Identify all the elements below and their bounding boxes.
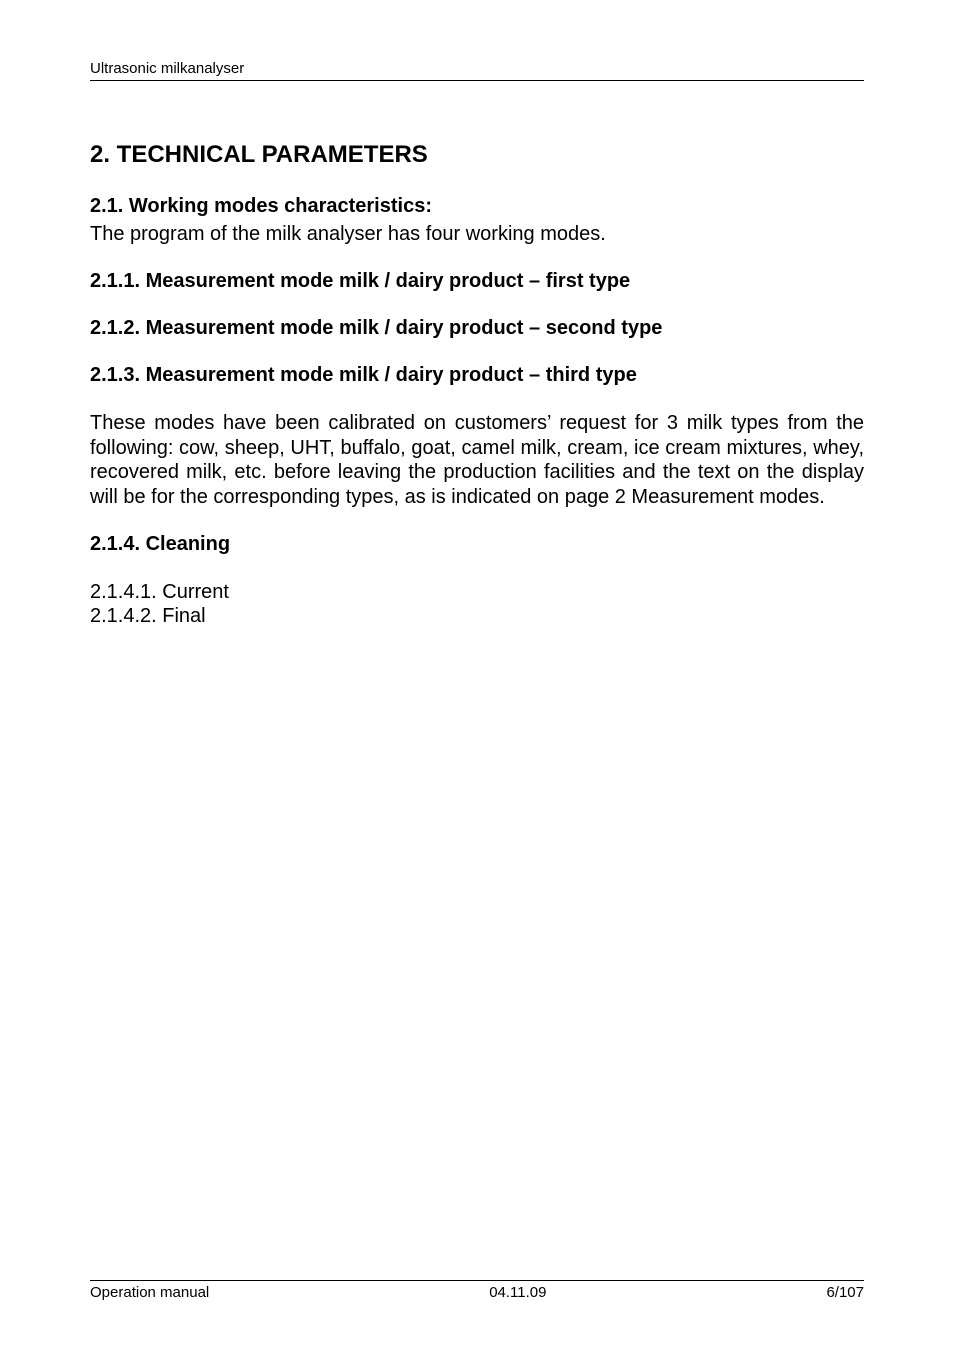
footer: Operation manual 04.11.09 6/107	[90, 1280, 864, 1301]
section-title: 2. TECHNICAL PARAMETERS	[90, 141, 864, 169]
section-2-1-1: 2.1.1. Measurement mode milk / dairy pro…	[90, 270, 864, 293]
heading-2-1: 2.1. Working modes characteristics:	[90, 195, 864, 218]
item-2-1-4-1: 2.1.4.1. Current	[90, 580, 864, 604]
heading-2-1-2: 2.1.2. Measurement mode milk / dairy pro…	[90, 317, 864, 340]
heading-2-1-3: 2.1.3. Measurement mode milk / dairy pro…	[90, 364, 864, 387]
section-2-1-4: 2.1.4. Cleaning	[90, 533, 864, 556]
footer-right: 6/107	[826, 1284, 864, 1301]
page: Ultrasonic milkanalyser 2. TECHNICAL PAR…	[0, 0, 954, 1351]
text-modes: These modes have been calibrated on cust…	[90, 411, 864, 509]
running-head: Ultrasonic milkanalyser	[90, 60, 864, 81]
section-2-1-3: 2.1.3. Measurement mode milk / dairy pro…	[90, 364, 864, 387]
item-2-1-4-2: 2.1.4.2. Final	[90, 604, 864, 628]
section-2-1-4-items: 2.1.4.1. Current 2.1.4.2. Final	[90, 580, 864, 629]
heading-2-1-4: 2.1.4. Cleaning	[90, 533, 864, 556]
footer-left: Operation manual	[90, 1284, 209, 1301]
footer-center: 04.11.09	[489, 1284, 546, 1301]
para-modes: These modes have been calibrated on cust…	[90, 411, 864, 509]
heading-2-1-1: 2.1.1. Measurement mode milk / dairy pro…	[90, 270, 864, 293]
text-2-1: The program of the milk analyser has fou…	[90, 222, 864, 246]
section-2-1-2: 2.1.2. Measurement mode milk / dairy pro…	[90, 317, 864, 340]
section-2-1: 2.1. Working modes characteristics: The …	[90, 195, 864, 246]
